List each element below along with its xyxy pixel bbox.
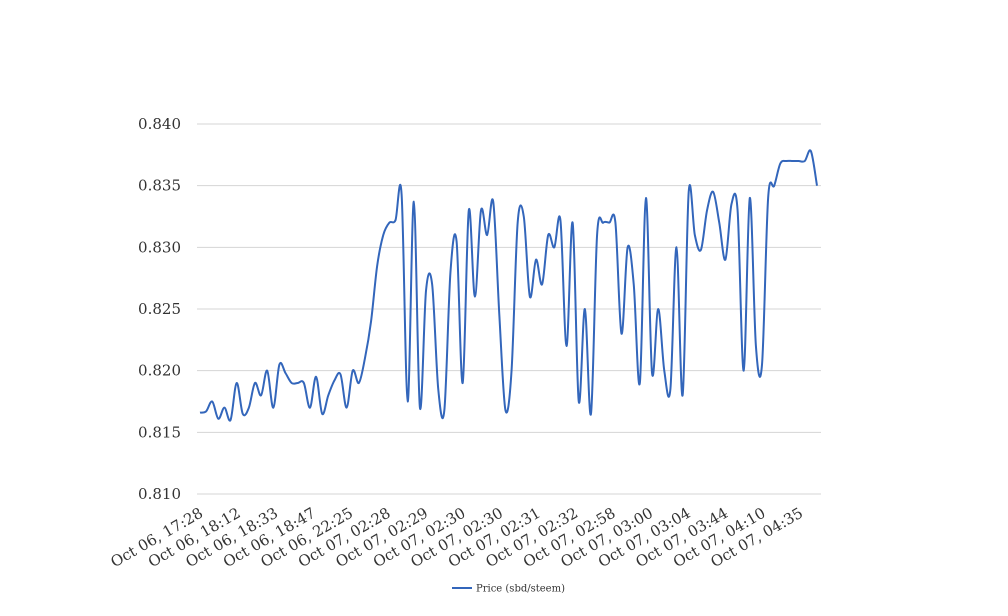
legend: Price (sbd/steem) <box>452 584 565 595</box>
gridlines <box>197 123 821 495</box>
y-tick-label: 0.825 <box>138 300 181 318</box>
y-tick-label: 0.810 <box>138 485 181 503</box>
y-tick-label: 0.840 <box>138 115 181 133</box>
y-tick-label: 0.830 <box>138 238 181 256</box>
series-line-price <box>199 149 818 422</box>
legend-label-price: Price (sbd/steem) <box>476 584 565 595</box>
y-tick-label: 0.815 <box>138 423 181 441</box>
y-axis-tick-labels: 0.810 0.815 0.820 0.825 0.830 0.835 0.840 <box>138 115 181 503</box>
series-layer <box>199 149 818 422</box>
y-tick-label: 0.820 <box>138 362 181 380</box>
y-tick-label: 0.835 <box>138 177 181 195</box>
